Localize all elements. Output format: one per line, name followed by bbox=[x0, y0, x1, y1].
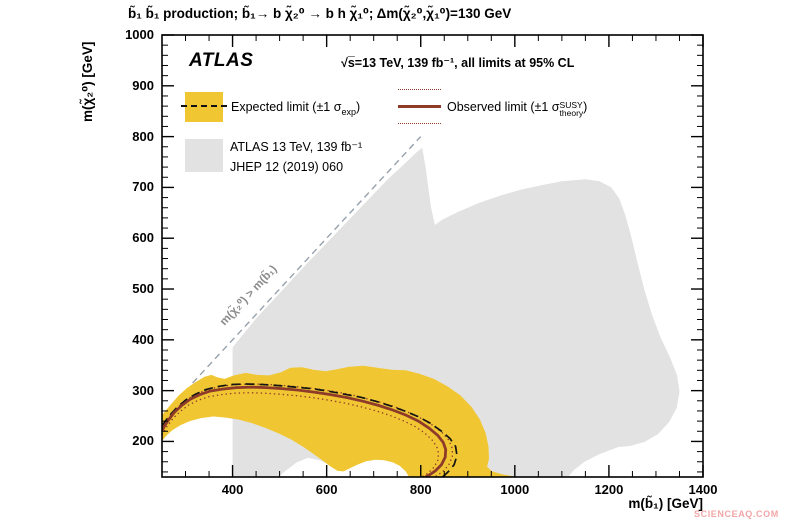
observed-limit-label-superscript: SUSY bbox=[559, 99, 583, 110]
expected-limit-label-close: ) bbox=[355, 100, 361, 114]
y-tick-label: 800 bbox=[132, 128, 154, 144]
observed-solid-sample-line bbox=[398, 105, 441, 108]
expected-limit-label: Expected limit (±1 σexp) bbox=[231, 100, 360, 117]
y-tick-label: 1000 bbox=[125, 27, 154, 42]
figure-title: b̃₁ b̃₁ production; b̃₁→ b χ̃₂⁰ → b h χ̃… bbox=[128, 6, 512, 21]
previous-exclusion-label-line2: JHEP 12 (2019) 060 bbox=[230, 160, 344, 174]
conditions-label: √s̅=13 TeV, 139 fb⁻¹, all limits at 95% … bbox=[341, 56, 575, 70]
x-tick-label: 1400 bbox=[688, 482, 718, 497]
expected-dashed-sample-line bbox=[181, 105, 227, 107]
y-tick-label: 700 bbox=[132, 179, 154, 195]
y-tick-label: 600 bbox=[132, 230, 154, 246]
series-expected-limit bbox=[162, 383, 458, 477]
atlas-label: ATLAS bbox=[189, 50, 254, 71]
watermark: SCIENCEAQ.COM bbox=[694, 509, 779, 519]
series-observed-limit bbox=[162, 385, 448, 477]
y-tick-label: 900 bbox=[132, 77, 154, 93]
y-tick-label: 200 bbox=[132, 433, 154, 449]
observed-upper-dotted-sample-line bbox=[398, 89, 441, 90]
previous-exclusion-label-line1: ATLAS 13 TeV, 139 fb⁻¹ bbox=[230, 140, 363, 154]
series-observed-plus-1sigma-theory bbox=[162, 383, 453, 477]
tick-marks bbox=[162, 34, 704, 477]
observed-limit-label-close: ) bbox=[583, 100, 588, 114]
observed-lower-dotted-sample-line bbox=[398, 123, 441, 124]
plot-frame bbox=[161, 34, 704, 478]
y-tick-label: 500 bbox=[132, 281, 154, 297]
series-observed-minus-1sigma-theory bbox=[162, 392, 440, 477]
x-tick-label: 1000 bbox=[500, 482, 530, 497]
y-tick-label: 400 bbox=[132, 331, 154, 347]
region-expected-band bbox=[162, 365, 519, 477]
series-kinematic-diagonal bbox=[192, 136, 422, 384]
observed-limit-label-scripts: SUSY theory bbox=[559, 99, 584, 118]
expected-limit-label-main: Expected limit (±1 σ bbox=[231, 100, 342, 114]
observed-limit-sample bbox=[398, 89, 441, 127]
observed-limit-label: Observed limit (±1 σ SUSY theory) bbox=[447, 100, 587, 118]
x-tick-label: 1200 bbox=[594, 482, 624, 497]
expected-band-swatch bbox=[181, 92, 227, 122]
expected-limit-label-subscript: exp bbox=[341, 107, 356, 117]
x-tick-label: 800 bbox=[409, 482, 432, 497]
y-axis-title: m(χ̃₂⁰) [GeV] bbox=[80, 41, 95, 122]
observed-limit-label-subscript: theory bbox=[559, 108, 584, 118]
x-axis-title: m(b̃₁) [GeV] bbox=[628, 496, 703, 511]
y-tick-label: 300 bbox=[132, 382, 154, 398]
previous-exclusion-swatch bbox=[185, 139, 223, 172]
observed-limit-label-main: Observed limit (±1 σ bbox=[447, 100, 560, 114]
x-tick-label: 600 bbox=[315, 482, 338, 497]
x-tick-label: 400 bbox=[221, 482, 244, 497]
